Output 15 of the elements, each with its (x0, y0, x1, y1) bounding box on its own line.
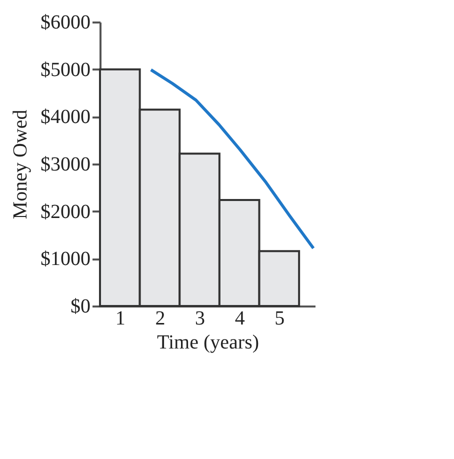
y-axis-title: Money Owed (10, 110, 32, 220)
y-tick-label: $6000 (40, 12, 90, 34)
x-tick-label: 5 (274, 308, 285, 330)
y-tick-label: $1000 (40, 248, 90, 270)
y-tick-label: $3000 (40, 154, 90, 176)
y-tick-label: $0 (70, 296, 90, 318)
x-tick-label: 2 (155, 308, 166, 330)
line-series (149, 68, 315, 250)
y-tick-label: $4000 (40, 106, 90, 128)
y-tick-label: $5000 (40, 58, 90, 81)
x-tick-label: 4 (234, 308, 245, 330)
x-tick-label: 1 (115, 308, 126, 330)
x-axis-title: Time (years) (156, 332, 260, 354)
x-tick-label: 3 (195, 308, 206, 330)
y-tick-label: $2000 (40, 200, 90, 223)
